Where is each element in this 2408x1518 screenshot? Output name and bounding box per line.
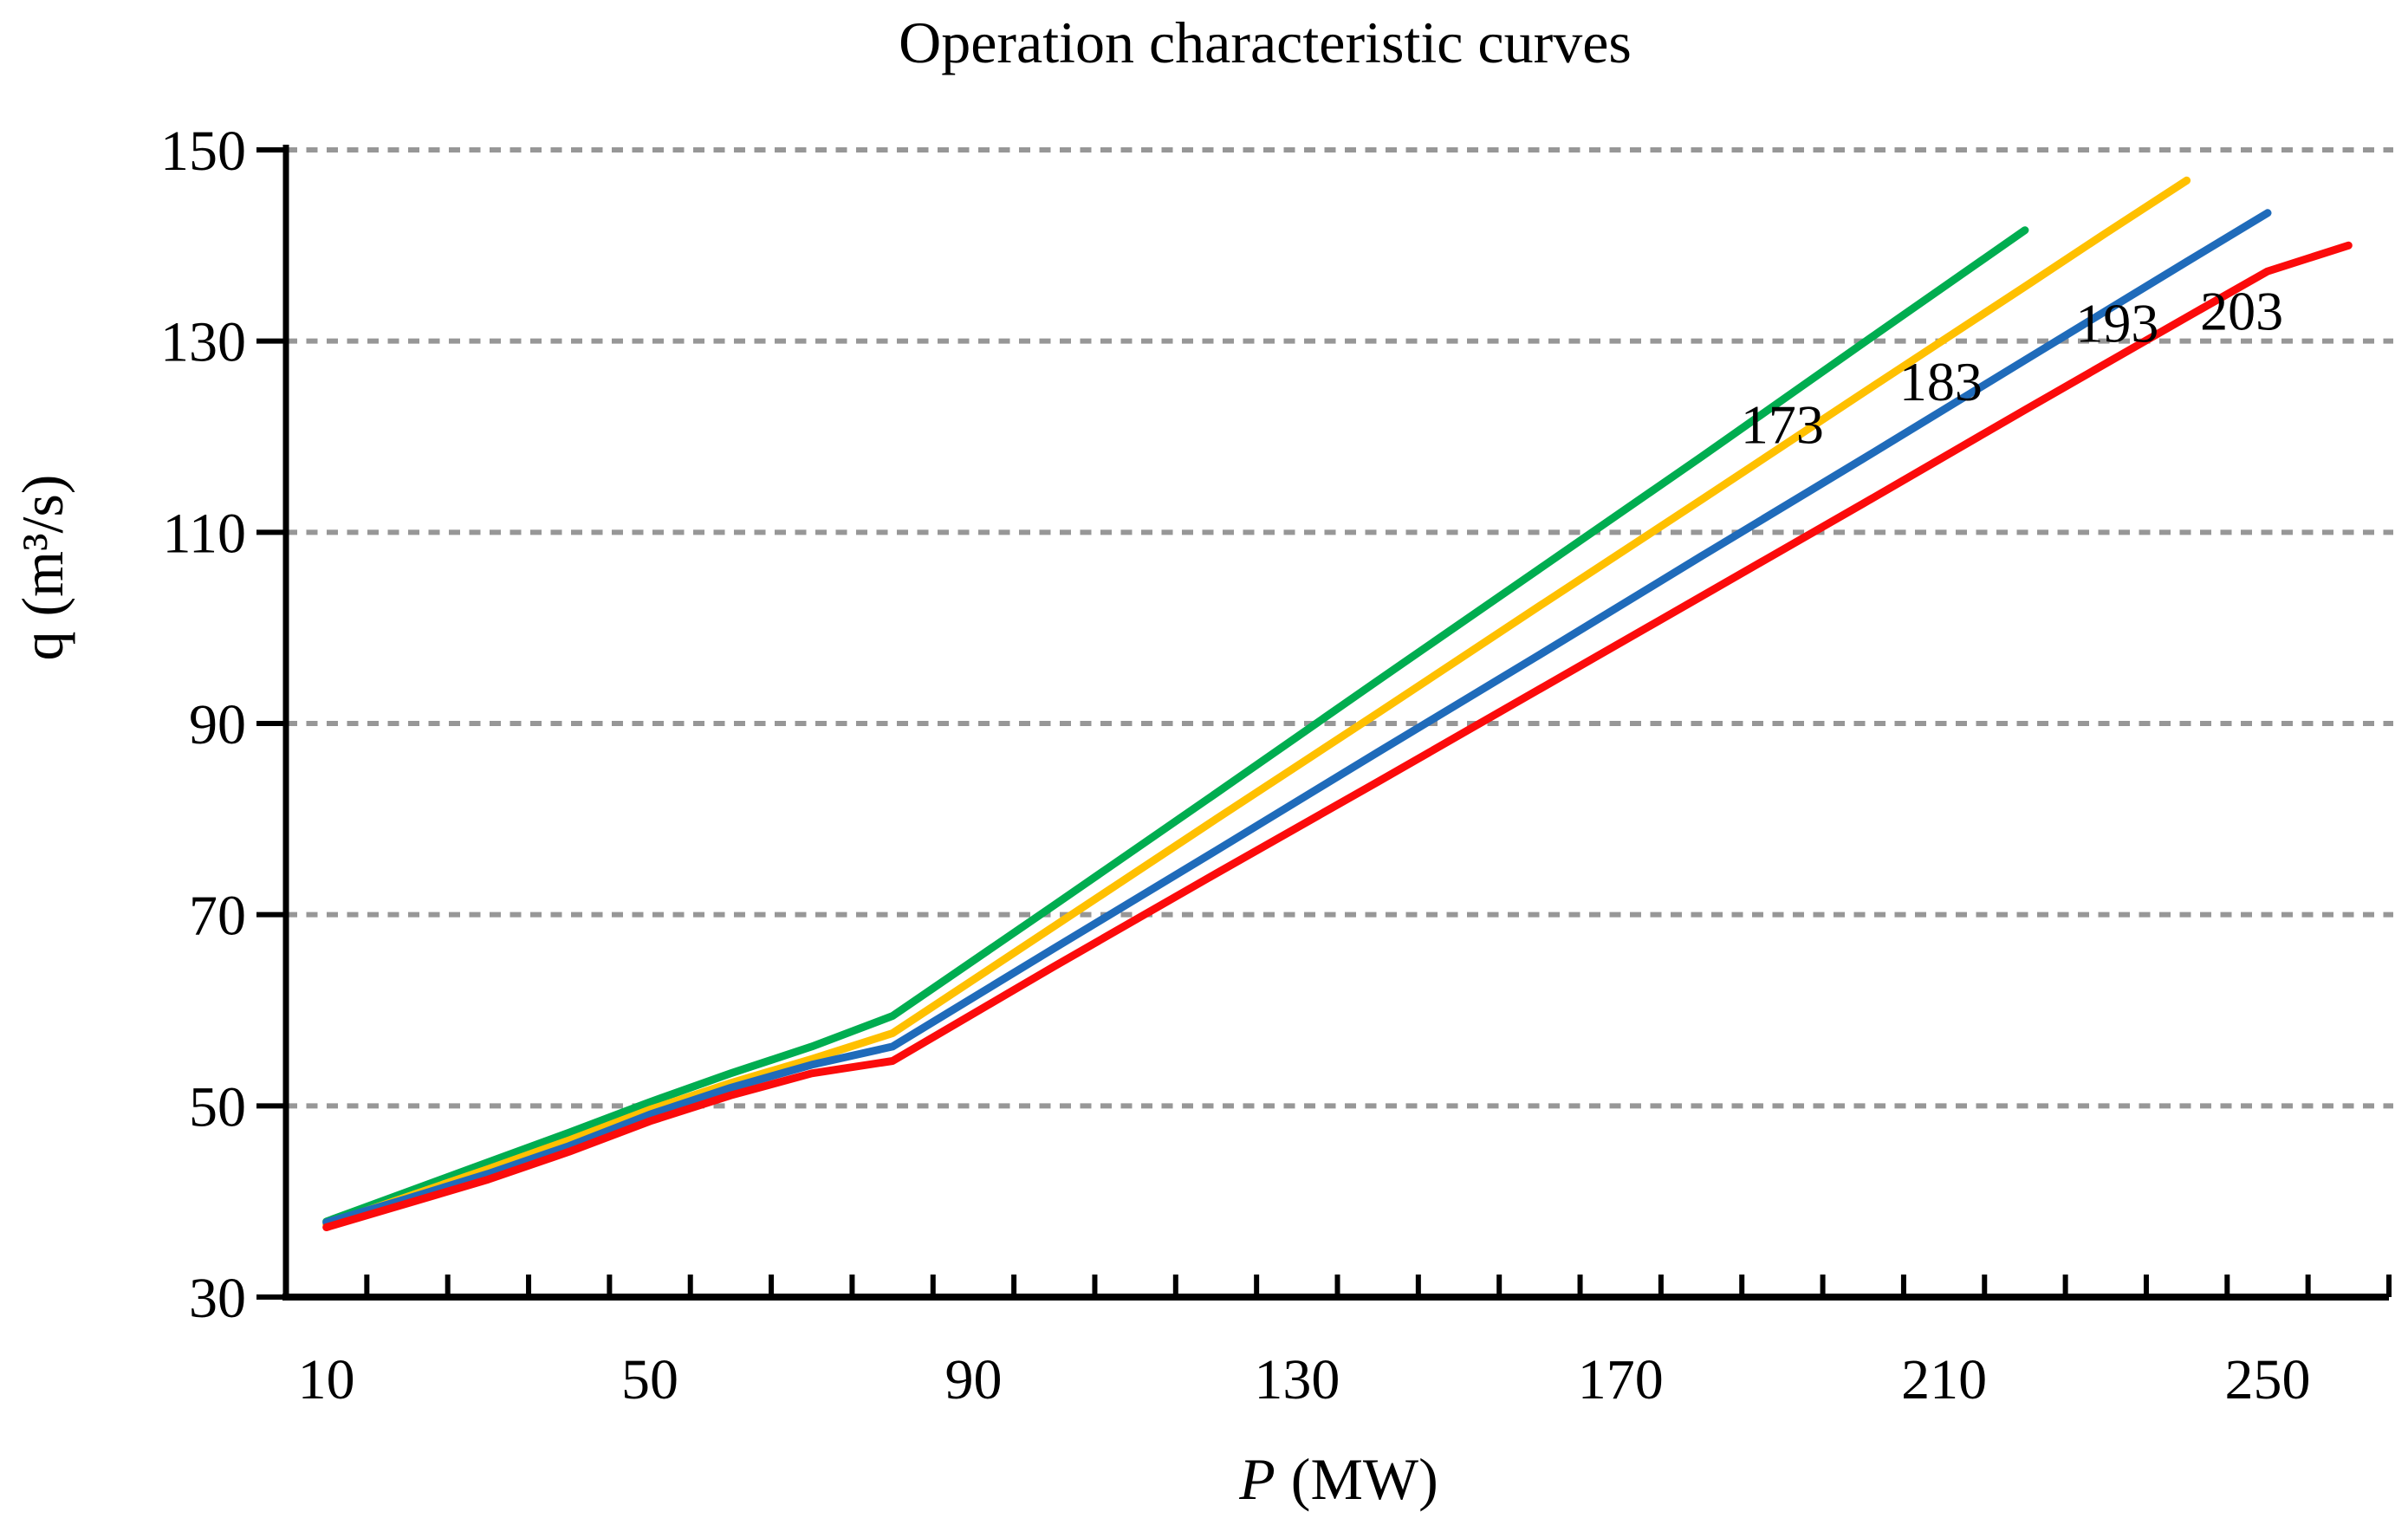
- x-tick-label-210: 210: [1901, 1348, 1987, 1411]
- y-axis-title: q (m³/s): [10, 475, 75, 661]
- curves-group: [322, 176, 2353, 1231]
- series-line-203: [322, 241, 2353, 1231]
- series-line-173: [322, 226, 2029, 1226]
- x-axis-title-unit: (MW): [1291, 1446, 1438, 1512]
- x-tick-label-90: 90: [944, 1348, 1002, 1411]
- series-label-183: 183: [1899, 351, 1983, 412]
- y-tick-label-30: 30: [189, 1267, 246, 1330]
- curve-labels-group: 173 183 193 203: [1741, 280, 2283, 455]
- x-axis-title-variable: P: [1238, 1446, 1275, 1512]
- chart-title: Operation characteristic curves: [899, 10, 1632, 75]
- y-tick-label-130: 130: [160, 311, 246, 374]
- tick-labels-group: 150 130 110 90 70 50 30 10 50 90 130 170 210 250: [160, 120, 2310, 1411]
- y-tick-label-150: 150: [160, 120, 246, 183]
- x-axis-title: P (MW): [1238, 1446, 1438, 1512]
- x-tick-label-10: 10: [298, 1348, 355, 1411]
- x-tick-label-130: 130: [1254, 1348, 1340, 1411]
- gridlines-group: [286, 147, 2393, 1109]
- series-line-183: [322, 176, 2191, 1229]
- y-tick-label-110: 110: [162, 502, 246, 565]
- series-line-193: [322, 209, 2272, 1227]
- y-tick-label-50: 50: [189, 1075, 246, 1138]
- x-tick-label-50: 50: [621, 1348, 678, 1411]
- x-tick-label-250: 250: [2224, 1348, 2310, 1411]
- series-label-203: 203: [2200, 280, 2283, 341]
- axes-group: [256, 145, 2392, 1301]
- y-tick-label-90: 90: [189, 693, 246, 756]
- series-label-173: 173: [1741, 394, 1824, 456]
- series-label-193: 193: [2075, 293, 2158, 354]
- y-tick-label-70: 70: [189, 885, 246, 948]
- x-tick-label-170: 170: [1578, 1348, 1664, 1411]
